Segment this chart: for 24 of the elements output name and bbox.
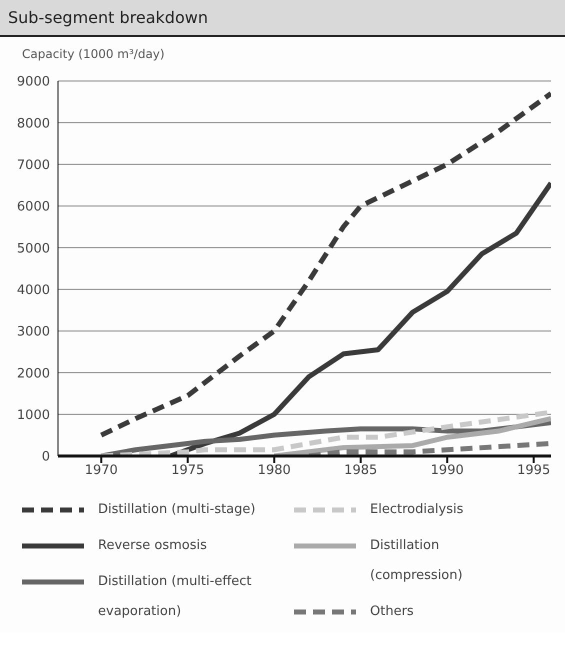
y-tick-label: 1000 xyxy=(16,408,50,423)
y-tick-label: 9000 xyxy=(16,74,50,90)
x-tick-label: 1995 xyxy=(517,463,550,478)
legend-label: Distillation (multi-effect evaporation) xyxy=(98,573,253,621)
x-tick-label: 1970 xyxy=(84,463,118,478)
y-tick-label: 3000 xyxy=(16,324,50,340)
x-tick-label: 1975 xyxy=(171,463,204,478)
y-tick-label: 5000 xyxy=(16,241,50,256)
legend-label: Reverse osmosis xyxy=(98,537,208,555)
legend-label: Electrodialysis xyxy=(370,501,464,519)
chart-title: Sub-segment breakdown xyxy=(0,0,565,37)
x-tick-label: 1980 xyxy=(258,463,291,478)
y-tick-label: 4000 xyxy=(16,282,50,298)
y-tick-label: 7000 xyxy=(16,158,50,173)
y-tick-label: 2000 xyxy=(16,366,50,382)
legend-label: Distillation (multi-stage) xyxy=(98,501,256,519)
y-tick-label: 0 xyxy=(42,450,50,465)
y-tick-label: 8000 xyxy=(16,116,50,132)
y-tick-label: 6000 xyxy=(16,200,50,215)
y-axis-title: Capacity (1000 m³/day) xyxy=(21,46,166,61)
legend-label: Distillation (compression) xyxy=(370,537,464,585)
x-tick-label: 1985 xyxy=(344,463,378,478)
x-tick-label: 1990 xyxy=(430,463,464,478)
legend-label: Others xyxy=(370,603,415,621)
